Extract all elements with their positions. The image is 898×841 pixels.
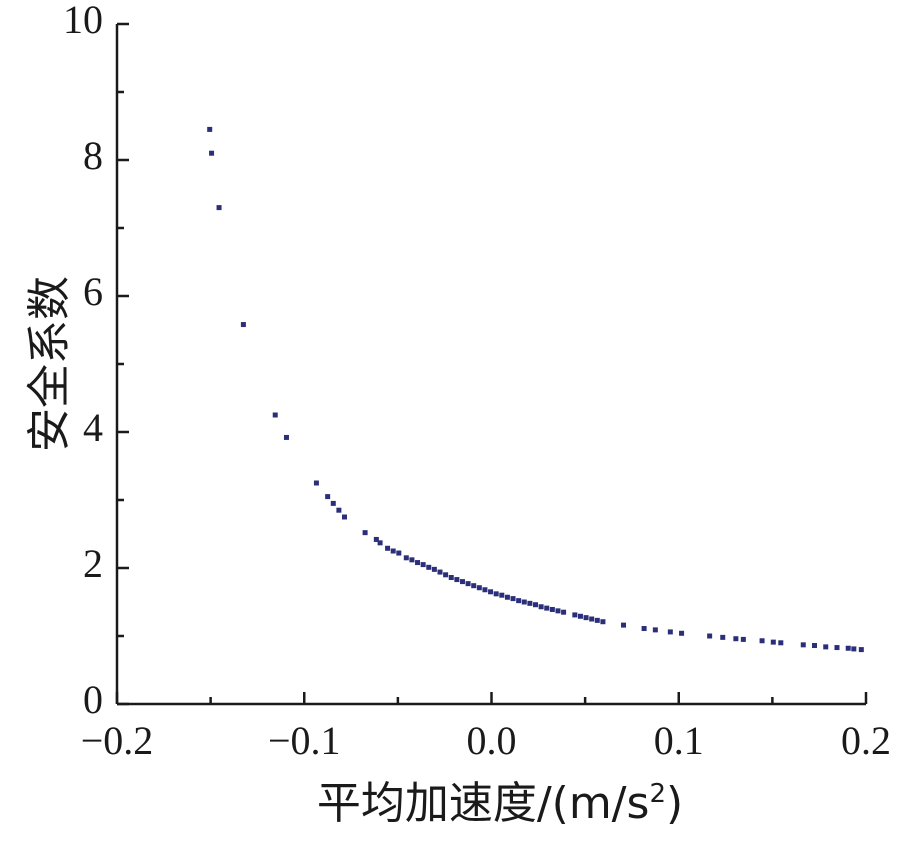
x-axis-title-superscript: 2 [649,779,666,809]
data-point [510,596,516,602]
data-point [834,645,840,651]
data-point [377,540,383,546]
data-point [325,494,331,500]
data-point [594,617,600,623]
data-point [516,598,522,604]
data-point [572,612,578,618]
data-point [521,599,527,605]
y-axis-title: 安全系数 [24,276,75,452]
data-point [707,633,713,639]
data-point [740,636,746,642]
data-point [800,642,806,648]
x-tick-label: 0.2 [841,718,891,763]
data-point [770,639,776,645]
data-point [459,579,465,585]
data-point [720,634,726,640]
data-point [437,569,443,575]
data-point [759,638,765,644]
data-point [409,557,415,563]
data-point [207,126,213,132]
data-points [207,126,864,653]
x-tick-label: −0.2 [81,718,154,763]
y-tick-label: 6 [83,269,103,314]
data-point [426,564,432,570]
data-point [778,640,784,646]
data-point [600,619,606,625]
data-point [471,583,477,589]
data-point [431,566,437,572]
data-point [499,592,505,598]
data-point [851,646,857,652]
x-axis-title-main: 平均加速度/(m/s [317,778,650,829]
data-point [465,581,471,587]
axis-tick-labels: 0 2 4 6 8 10 −0.2 −0.1 0.0 0.1 0.2 [63,0,891,763]
data-point [549,606,555,612]
data-point [415,560,421,566]
data-point [482,587,488,593]
y-tick-label: 10 [63,0,103,42]
y-tick-label: 8 [83,133,103,178]
data-point [577,613,583,619]
data-point [538,604,544,610]
data-point [454,577,460,583]
data-point [420,562,426,568]
data-point [488,589,494,595]
data-point [652,627,658,633]
data-point [504,594,510,600]
data-point [385,545,391,551]
y-tick-label: 0 [83,677,103,722]
data-point [544,605,550,611]
x-tick-label: 0.1 [654,718,704,763]
data-point [679,630,685,636]
data-point [362,530,368,536]
data-point [216,205,222,211]
data-point [561,609,567,615]
data-point [476,585,482,591]
x-tick-label: −0.1 [268,718,341,763]
data-point [403,555,409,561]
data-point [733,636,739,642]
data-point [342,514,348,520]
data-point [209,150,215,156]
data-point [812,643,818,649]
y-tick-label: 2 [83,541,103,586]
data-point [555,608,561,614]
data-point [527,600,533,606]
data-point [667,629,673,635]
data-point [396,550,402,556]
data-point [589,616,595,622]
data-point [858,647,864,653]
axis-ticks [115,22,868,706]
data-point [272,412,278,418]
data-point [330,500,336,506]
data-point [443,572,449,578]
data-point [823,644,829,650]
data-point [283,434,289,440]
data-point [336,507,342,513]
data-point [641,626,647,632]
data-point [313,480,319,486]
data-point [390,548,396,554]
data-point [448,575,454,581]
data-point [845,645,851,651]
data-point [493,591,499,597]
data-point [240,322,246,328]
data-point [533,602,539,608]
data-point [621,622,627,628]
x-axis-title: 平均加速度/(m/s2) [317,778,683,829]
x-axis-title-end: ) [666,778,683,829]
y-tick-label: 4 [83,405,103,450]
data-point [373,536,379,542]
data-point [583,615,589,621]
x-tick-label: 0.0 [467,718,517,763]
